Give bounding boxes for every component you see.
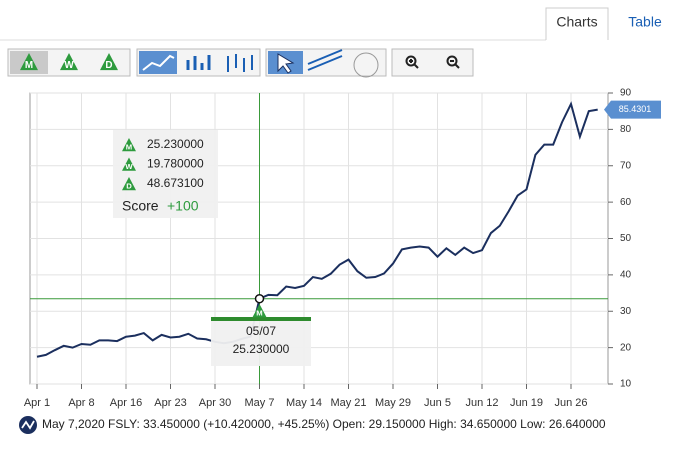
indicator-letter: D <box>126 181 132 190</box>
footer: May 7,2020 FSLY: 33.450000 (+10.420000, … <box>42 417 606 431</box>
y-tick-label: 30 <box>620 306 632 317</box>
indicator-icon <box>252 304 267 318</box>
crosshair-tooltip <box>211 318 311 366</box>
zoom-in-button[interactable] <box>405 55 419 69</box>
candle-button[interactable] <box>227 54 253 72</box>
y-tick-label: 10 <box>620 379 632 390</box>
x-tick-label: Jun 12 <box>465 397 498 409</box>
indicator-letter: W <box>64 60 74 71</box>
footer-icon-line <box>21 420 35 430</box>
bar-button[interactable] <box>186 55 211 70</box>
x-tick-label: Apr 8 <box>68 397 94 409</box>
y-tick-label: 80 <box>620 124 632 135</box>
fib-button[interactable] <box>353 52 379 78</box>
score: +100 <box>167 198 199 214</box>
x-tick-label: Apr 30 <box>199 397 231 409</box>
indicator-icon <box>60 53 78 71</box>
indicator-icon <box>100 53 118 71</box>
trend-button[interactable] <box>307 49 343 71</box>
x-tick-label: Jun 19 <box>510 397 543 409</box>
x-tick-label: May 14 <box>286 397 322 409</box>
x-tick-label: Apr 23 <box>154 397 186 409</box>
last-price-label: 85.4301 <box>619 104 652 114</box>
line-button[interactable] <box>139 51 177 74</box>
y-tick-label: 50 <box>620 233 632 244</box>
x-tick-label: May 7 <box>245 397 275 409</box>
y-tick-label: 70 <box>620 160 632 171</box>
indicator-icon <box>20 53 38 71</box>
score-label: Score <box>122 198 159 214</box>
indicator-icon <box>122 157 136 171</box>
y-tick-label: 40 <box>620 270 632 281</box>
crosshair-bar <box>211 317 311 321</box>
crosshair-point <box>254 293 265 304</box>
x-tick-label: Jun 26 <box>554 397 587 409</box>
y-tick-label: 60 <box>620 197 632 208</box>
tooltip-value: 25.230000 <box>147 137 204 151</box>
tooltip-value: 48.673100 <box>147 176 204 190</box>
tab[interactable]: Table <box>628 14 662 30</box>
indicator-tooltip: Score +100 M 25.230000 W 19.780000 D 48.67310… <box>113 130 218 218</box>
tab[interactable]: Charts <box>556 14 597 30</box>
last-price-tag <box>604 100 661 119</box>
cursor-icon <box>277 53 295 74</box>
indicator-letter: D <box>105 60 112 71</box>
x-tick-label: May 21 <box>330 397 366 409</box>
crosshair-date: 05/07 <box>246 324 276 338</box>
indicator-letter: M <box>25 60 33 71</box>
indicator-letter: M <box>256 308 262 317</box>
line-icon <box>142 54 175 71</box>
x-tick-label: Apr 16 <box>110 397 142 409</box>
tab-box <box>545 7 609 40</box>
x-tick-label: Jun 5 <box>424 397 451 409</box>
zoom-group <box>391 48 474 77</box>
y-tick-label: 20 <box>620 342 632 353</box>
y-tick-label: 90 <box>620 88 632 99</box>
indicator-letter: W <box>125 162 133 171</box>
tooltip-value: 19.780000 <box>147 157 204 171</box>
indicator-icon <box>122 138 136 152</box>
x-tick-label: May 29 <box>375 397 411 409</box>
price-line <box>36 101 598 358</box>
zoom-out-button[interactable] <box>446 55 460 69</box>
indicator-icon <box>122 177 136 191</box>
indicator-letter: M <box>126 142 132 151</box>
crosshair-value: 25.230000 <box>233 342 290 356</box>
x-tick-label: Apr 1 <box>24 397 50 409</box>
